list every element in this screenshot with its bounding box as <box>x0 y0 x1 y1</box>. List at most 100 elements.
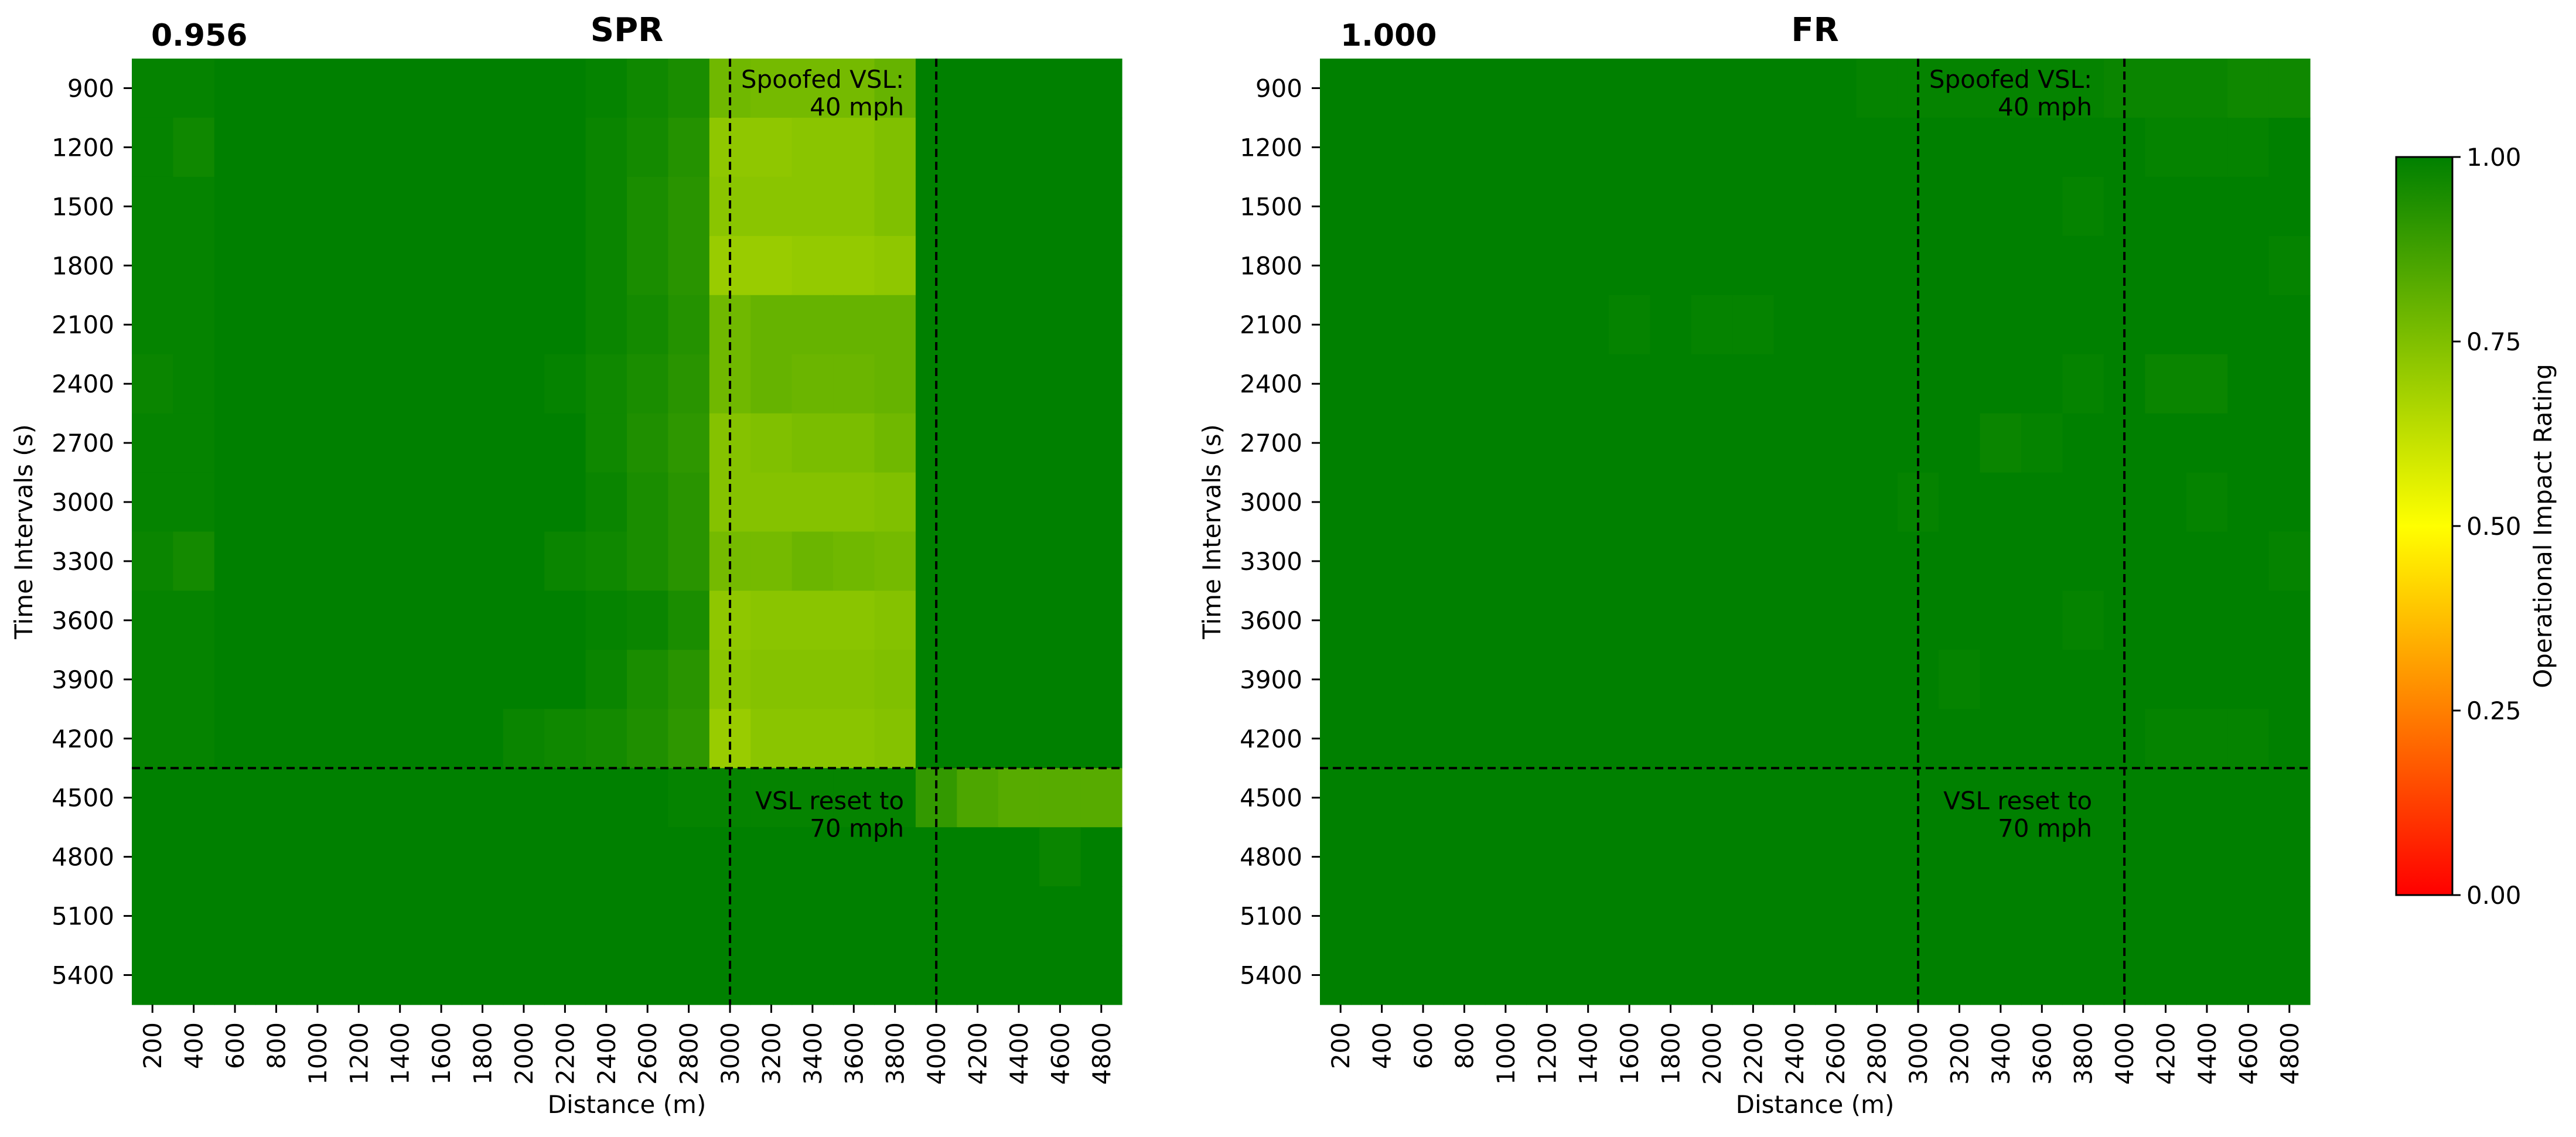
heatmap-cell <box>2186 176 2228 237</box>
heatmap-cell <box>503 59 545 118</box>
heatmap-cell <box>214 295 256 355</box>
heatmap-cell <box>1320 590 1362 650</box>
heatmap-cell <box>379 945 421 1005</box>
heatmap-cell <box>1444 59 1486 118</box>
heatmap-cell <box>544 945 586 1005</box>
x-tick-label: 800 <box>1450 1022 1479 1069</box>
heatmap-cell <box>874 176 916 237</box>
heatmap-cell <box>214 235 256 296</box>
x-tick-label: 4200 <box>964 1022 992 1085</box>
heatmap-cell <box>1526 531 1568 592</box>
heatmap-cell <box>957 531 999 592</box>
heatmap-cell <box>1444 709 1486 769</box>
heatmap-cell <box>2227 176 2270 237</box>
heatmap-cell <box>462 827 504 887</box>
heatmap-cell <box>1773 59 1816 118</box>
heatmap-cell <box>503 590 545 650</box>
heatmap-cell <box>1815 472 1857 532</box>
heatmap-cell <box>2227 235 2270 296</box>
heatmap-cell <box>1080 295 1122 355</box>
heatmap-cell <box>503 768 545 828</box>
x-tick-label: 3400 <box>1987 1022 2015 1085</box>
annotation-vsl-reset-line2: 70 mph <box>1998 814 2092 842</box>
heatmap-cell <box>1608 650 1650 709</box>
heatmap-cell <box>214 945 256 1005</box>
heatmap-cell <box>1526 768 1568 828</box>
heatmap-cell <box>296 590 339 650</box>
heatmap-cell <box>750 945 793 1005</box>
heatmap-cell <box>379 59 421 118</box>
heatmap-cell <box>1320 117 1362 177</box>
heatmap-cell <box>2268 945 2311 1005</box>
y-tick-label: 5400 <box>1240 961 1302 990</box>
heatmap-cell <box>2268 354 2311 414</box>
heatmap-cell <box>957 176 999 237</box>
heatmap-cell <box>2021 176 2063 237</box>
heatmap-cell <box>2145 354 2187 414</box>
heatmap-cell <box>1361 354 1403 414</box>
x-tick-label: 200 <box>1326 1022 1355 1069</box>
heatmap-cell <box>173 176 215 237</box>
chart-title: SPR <box>591 11 664 49</box>
heatmap-cell <box>1732 945 1775 1005</box>
heatmap-cell <box>1567 650 1609 709</box>
heatmap-cell <box>296 945 339 1005</box>
heatmap-cell <box>1567 709 1609 769</box>
heatmap-cell <box>833 117 875 177</box>
heatmap-cell <box>1980 235 2022 296</box>
heatmap-cell <box>1444 590 1486 650</box>
heatmap-cell <box>2227 59 2270 118</box>
heatmap-cell <box>2227 650 2270 709</box>
heatmap-cell <box>255 827 298 887</box>
x-axis-label: Distance (m) <box>548 1090 707 1119</box>
heatmap-cell <box>1939 472 1981 532</box>
heatmap-cell <box>420 235 462 296</box>
heatmap-cell <box>1361 886 1403 946</box>
heatmap-cell <box>1980 176 2022 237</box>
heatmap-cell <box>957 472 999 532</box>
heatmap-cell <box>338 176 380 237</box>
x-tick-label: 3800 <box>881 1022 910 1085</box>
heatmap-cell <box>296 472 339 532</box>
heatmap-cell <box>1815 531 1857 592</box>
heatmap-cell <box>1815 413 1857 473</box>
heatmap-cell <box>1732 295 1775 355</box>
heatmap-cell <box>957 354 999 414</box>
heatmap-cell <box>2021 945 2063 1005</box>
heatmap-cell <box>544 235 586 296</box>
heatmap-cell <box>1773 176 1816 237</box>
y-axis-label: Time Intervals (s) <box>1197 424 1226 640</box>
heatmap-cell <box>255 768 298 828</box>
heatmap-cell <box>132 235 174 296</box>
heatmap-cell <box>173 886 215 946</box>
heatmap-cell <box>1444 413 1486 473</box>
heatmap-cell <box>420 295 462 355</box>
heatmap-cell <box>833 472 875 532</box>
heatmap-cell <box>1691 709 1733 769</box>
heatmap-cell <box>214 827 256 887</box>
heatmap-cell <box>544 886 586 946</box>
x-tick-label: 1800 <box>1657 1022 1686 1085</box>
heatmap-cell <box>1691 295 1733 355</box>
heatmap-cell <box>2062 59 2104 118</box>
heatmap-cell <box>338 709 380 769</box>
heatmap-cell <box>1773 886 1816 946</box>
x-tick-label: 2200 <box>551 1022 579 1085</box>
heatmap-cell <box>1980 117 2022 177</box>
heatmap-cell <box>1650 827 1692 887</box>
heatmap-cell <box>1691 886 1733 946</box>
heatmap-cell <box>1567 827 1609 887</box>
heatmap-cell <box>2062 827 2104 887</box>
heatmap-cell <box>1650 235 1692 296</box>
y-tick-label: 2400 <box>1240 370 1302 398</box>
heatmap-cell <box>1402 413 1444 473</box>
heatmap-cell <box>1980 59 2022 118</box>
heatmap-cell <box>668 945 710 1005</box>
heatmap-cell <box>957 117 999 177</box>
heatmap-cell <box>1402 768 1444 828</box>
heatmap-cell <box>833 59 875 118</box>
heatmap-cell <box>874 295 916 355</box>
heatmap-cell <box>544 176 586 237</box>
heatmap-cell <box>255 176 298 237</box>
